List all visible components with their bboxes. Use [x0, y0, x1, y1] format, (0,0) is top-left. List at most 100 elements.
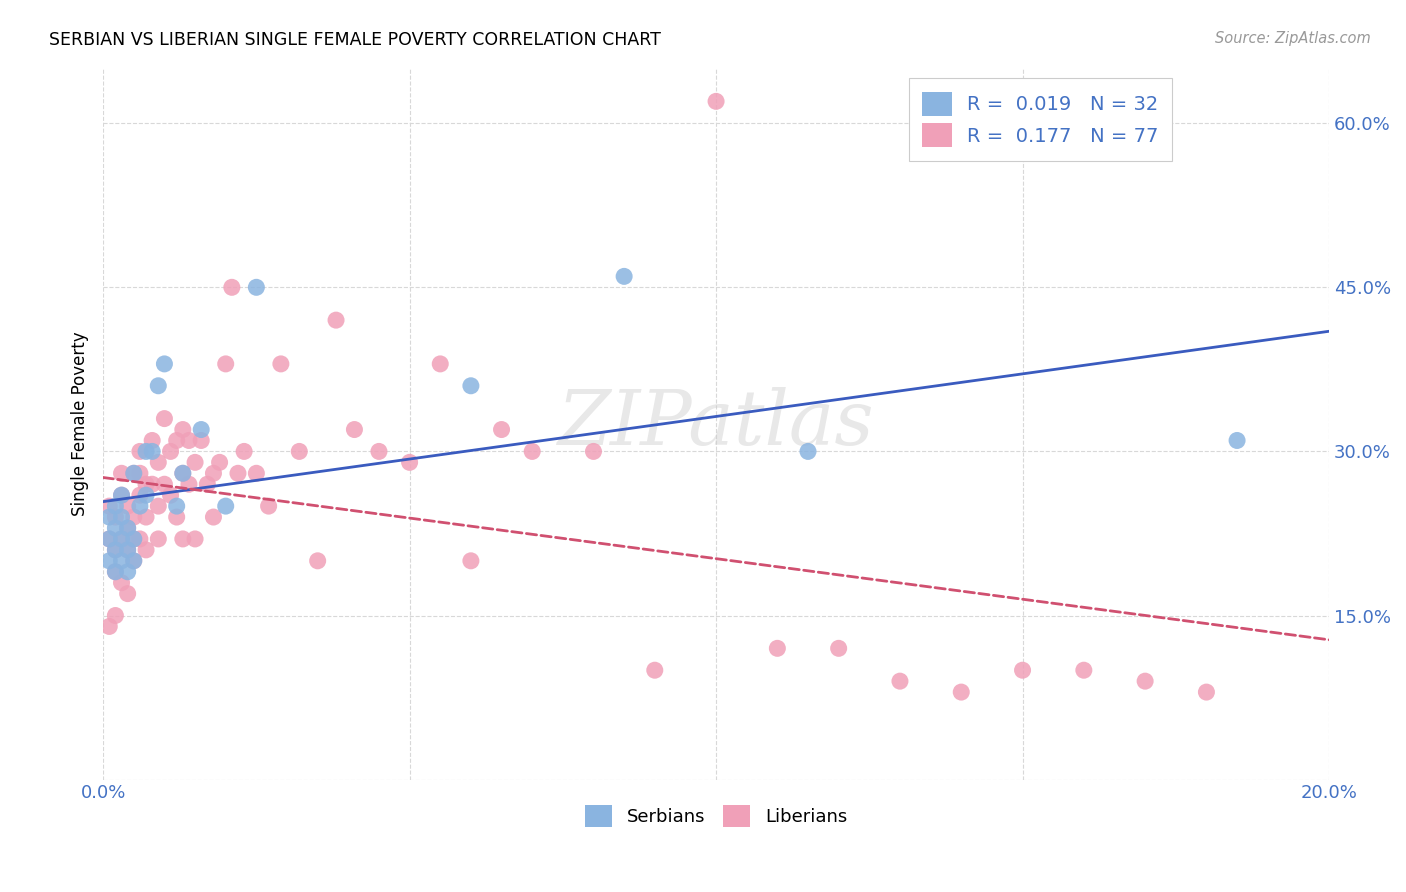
Point: [202, 467, 225, 481]
Point: [98, 619, 121, 633]
Point: [141, 434, 163, 448]
Point: [129, 499, 152, 513]
Point: [153, 411, 176, 425]
Point: [117, 542, 139, 557]
Point: [797, 444, 820, 458]
Point: [202, 510, 225, 524]
Point: [208, 455, 231, 469]
Point: [159, 488, 181, 502]
Text: SERBIAN VS LIBERIAN SINGLE FEMALE POVERTY CORRELATION CHART: SERBIAN VS LIBERIAN SINGLE FEMALE POVERT…: [49, 31, 661, 49]
Point: [226, 467, 249, 481]
Point: [184, 532, 207, 546]
Point: [613, 269, 636, 284]
Point: [98, 532, 121, 546]
Point: [644, 663, 666, 677]
Point: [827, 641, 849, 656]
Point: [148, 378, 170, 392]
Point: [122, 554, 145, 568]
Point: [122, 510, 145, 524]
Point: [1073, 663, 1095, 677]
Point: [104, 565, 127, 579]
Point: [104, 565, 127, 579]
Point: [153, 357, 176, 371]
Point: [172, 423, 194, 437]
Legend: Serbians, Liberians: Serbians, Liberians: [578, 798, 855, 835]
Point: [122, 467, 145, 481]
Point: [135, 542, 157, 557]
Point: [104, 510, 127, 524]
Point: [129, 532, 152, 546]
Point: [950, 685, 973, 699]
Point: [429, 357, 451, 371]
Point: [166, 510, 188, 524]
Point: [110, 532, 132, 546]
Point: [270, 357, 292, 371]
Point: [172, 467, 194, 481]
Point: [177, 477, 200, 491]
Point: [135, 477, 157, 491]
Point: [135, 444, 157, 458]
Point: [172, 467, 194, 481]
Point: [288, 444, 311, 458]
Point: [889, 674, 911, 689]
Point: [1226, 434, 1249, 448]
Point: [172, 532, 194, 546]
Point: [1195, 685, 1218, 699]
Point: [153, 477, 176, 491]
Point: [110, 575, 132, 590]
Point: [110, 532, 132, 546]
Point: [148, 499, 170, 513]
Point: [190, 423, 212, 437]
Point: [215, 357, 238, 371]
Point: [190, 434, 212, 448]
Point: [398, 455, 420, 469]
Point: [325, 313, 347, 327]
Y-axis label: Single Female Poverty: Single Female Poverty: [72, 332, 89, 516]
Point: [98, 510, 121, 524]
Point: [491, 423, 513, 437]
Point: [122, 532, 145, 546]
Point: [343, 423, 366, 437]
Text: ZIPatlas: ZIPatlas: [558, 387, 875, 461]
Text: Source: ZipAtlas.com: Source: ZipAtlas.com: [1215, 31, 1371, 46]
Point: [177, 434, 200, 448]
Point: [98, 554, 121, 568]
Point: [166, 499, 188, 513]
Point: [522, 444, 544, 458]
Point: [117, 499, 139, 513]
Point: [117, 521, 139, 535]
Point: [307, 554, 329, 568]
Point: [117, 587, 139, 601]
Point: [233, 444, 256, 458]
Point: [104, 608, 127, 623]
Point: [129, 444, 152, 458]
Point: [129, 467, 152, 481]
Point: [117, 542, 139, 557]
Point: [110, 467, 132, 481]
Point: [122, 554, 145, 568]
Point: [104, 542, 127, 557]
Point: [245, 467, 267, 481]
Point: [148, 455, 170, 469]
Point: [141, 477, 163, 491]
Point: [104, 542, 127, 557]
Point: [110, 554, 132, 568]
Point: [110, 488, 132, 502]
Point: [166, 434, 188, 448]
Point: [460, 554, 482, 568]
Point: [221, 280, 243, 294]
Point: [148, 532, 170, 546]
Point: [122, 532, 145, 546]
Point: [98, 499, 121, 513]
Point: [98, 532, 121, 546]
Point: [184, 455, 207, 469]
Point: [110, 510, 132, 524]
Point: [195, 477, 218, 491]
Point: [104, 521, 127, 535]
Point: [582, 444, 605, 458]
Point: [110, 488, 132, 502]
Point: [117, 521, 139, 535]
Point: [368, 444, 391, 458]
Point: [129, 488, 152, 502]
Point: [104, 499, 127, 513]
